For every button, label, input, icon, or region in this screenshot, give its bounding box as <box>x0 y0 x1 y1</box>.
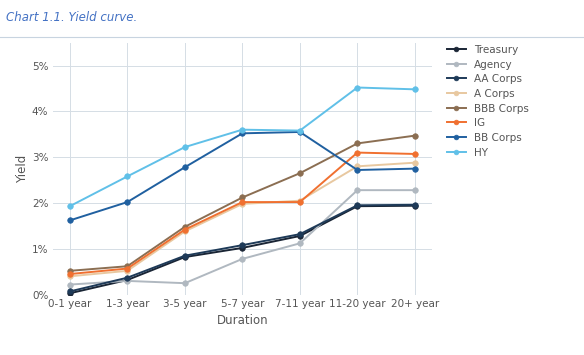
Line: Agency: Agency <box>67 187 418 287</box>
IG <box>239 200 246 204</box>
IG <box>354 151 361 155</box>
Treasury <box>124 278 131 282</box>
Agency <box>124 279 131 283</box>
IG <box>411 152 418 156</box>
HY <box>239 127 246 132</box>
A Corps <box>354 164 361 169</box>
Agency <box>67 283 74 287</box>
HY <box>354 86 361 90</box>
BBB Corps <box>411 133 418 138</box>
AA Corps <box>239 243 246 247</box>
Legend: Treasury, Agency, AA Corps, A Corps, BBB Corps, IG, BB Corps, HY: Treasury, Agency, AA Corps, A Corps, BBB… <box>445 43 531 160</box>
AA Corps <box>67 289 74 294</box>
IG <box>182 228 189 232</box>
BBB Corps <box>124 264 131 268</box>
BB Corps <box>354 168 361 172</box>
Line: HY: HY <box>67 85 418 209</box>
Line: AA Corps: AA Corps <box>67 202 418 294</box>
HY <box>411 87 418 92</box>
A Corps <box>239 202 246 206</box>
BBB Corps <box>67 269 74 273</box>
BBB Corps <box>182 225 189 229</box>
Treasury <box>411 204 418 208</box>
AA Corps <box>354 203 361 207</box>
Line: IG: IG <box>67 150 418 277</box>
Agency <box>182 281 189 285</box>
Agency <box>411 188 418 192</box>
A Corps <box>67 274 74 278</box>
Agency <box>239 257 246 261</box>
Treasury <box>182 255 189 259</box>
AA Corps <box>182 253 189 258</box>
AA Corps <box>411 203 418 207</box>
Treasury <box>239 246 246 250</box>
X-axis label: Duration: Duration <box>217 315 268 327</box>
HY <box>182 145 189 149</box>
A Corps <box>411 160 418 165</box>
BBB Corps <box>296 171 303 175</box>
BB Corps <box>124 200 131 204</box>
BBB Corps <box>354 141 361 146</box>
IG <box>67 272 74 276</box>
AA Corps <box>296 232 303 236</box>
A Corps <box>296 198 303 203</box>
Treasury <box>67 291 74 295</box>
BB Corps <box>239 131 246 136</box>
BBB Corps <box>239 195 246 200</box>
A Corps <box>124 269 131 273</box>
Line: A Corps: A Corps <box>67 160 418 279</box>
Y-axis label: Yield: Yield <box>16 154 29 183</box>
Agency <box>296 241 303 245</box>
HY <box>124 174 131 179</box>
A Corps <box>182 229 189 234</box>
IG <box>124 266 131 271</box>
BB Corps <box>67 218 74 223</box>
Treasury <box>296 234 303 238</box>
Line: Treasury: Treasury <box>67 203 418 296</box>
Line: BBB Corps: BBB Corps <box>67 133 418 274</box>
Agency <box>354 188 361 192</box>
Text: Chart 1.1. Yield curve.: Chart 1.1. Yield curve. <box>6 11 137 24</box>
IG <box>296 200 303 204</box>
Line: BB Corps: BB Corps <box>67 129 418 223</box>
BB Corps <box>182 165 189 169</box>
BB Corps <box>411 166 418 171</box>
Treasury <box>354 204 361 208</box>
HY <box>67 204 74 208</box>
BB Corps <box>296 130 303 134</box>
AA Corps <box>124 275 131 280</box>
HY <box>296 129 303 133</box>
